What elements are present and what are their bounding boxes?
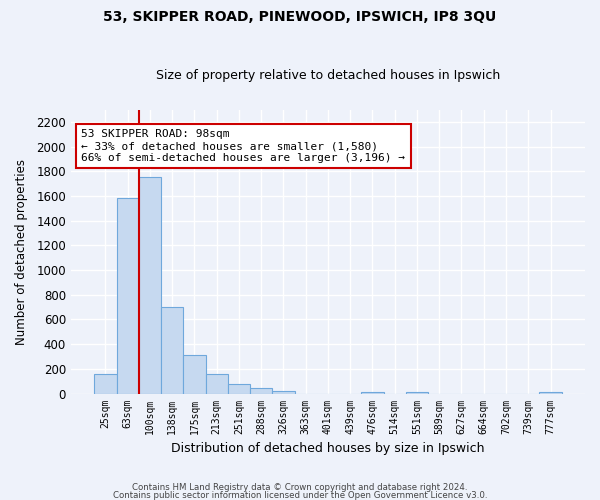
Bar [184, 356, 206, 394]
Bar [250, 388, 272, 394]
Text: 53, SKIPPER ROAD, PINEWOOD, IPSWICH, IP8 3QU: 53, SKIPPER ROAD, PINEWOOD, IPSWICH, IP8… [103, 10, 497, 24]
Bar [539, 392, 562, 394]
Bar [272, 391, 295, 394]
Bar [116, 198, 139, 394]
Bar [139, 178, 161, 394]
Y-axis label: Number of detached properties: Number of detached properties [15, 158, 28, 344]
Text: Contains HM Land Registry data © Crown copyright and database right 2024.: Contains HM Land Registry data © Crown c… [132, 484, 468, 492]
Bar [161, 307, 184, 394]
Text: 53 SKIPPER ROAD: 98sqm
← 33% of detached houses are smaller (1,580)
66% of semi-: 53 SKIPPER ROAD: 98sqm ← 33% of detached… [81, 130, 405, 162]
Title: Size of property relative to detached houses in Ipswich: Size of property relative to detached ho… [156, 69, 500, 82]
Bar [94, 374, 116, 394]
X-axis label: Distribution of detached houses by size in Ipswich: Distribution of detached houses by size … [171, 442, 485, 455]
Bar [406, 392, 428, 394]
Bar [361, 392, 383, 394]
Text: Contains public sector information licensed under the Open Government Licence v3: Contains public sector information licen… [113, 490, 487, 500]
Bar [206, 374, 228, 394]
Bar [228, 384, 250, 394]
